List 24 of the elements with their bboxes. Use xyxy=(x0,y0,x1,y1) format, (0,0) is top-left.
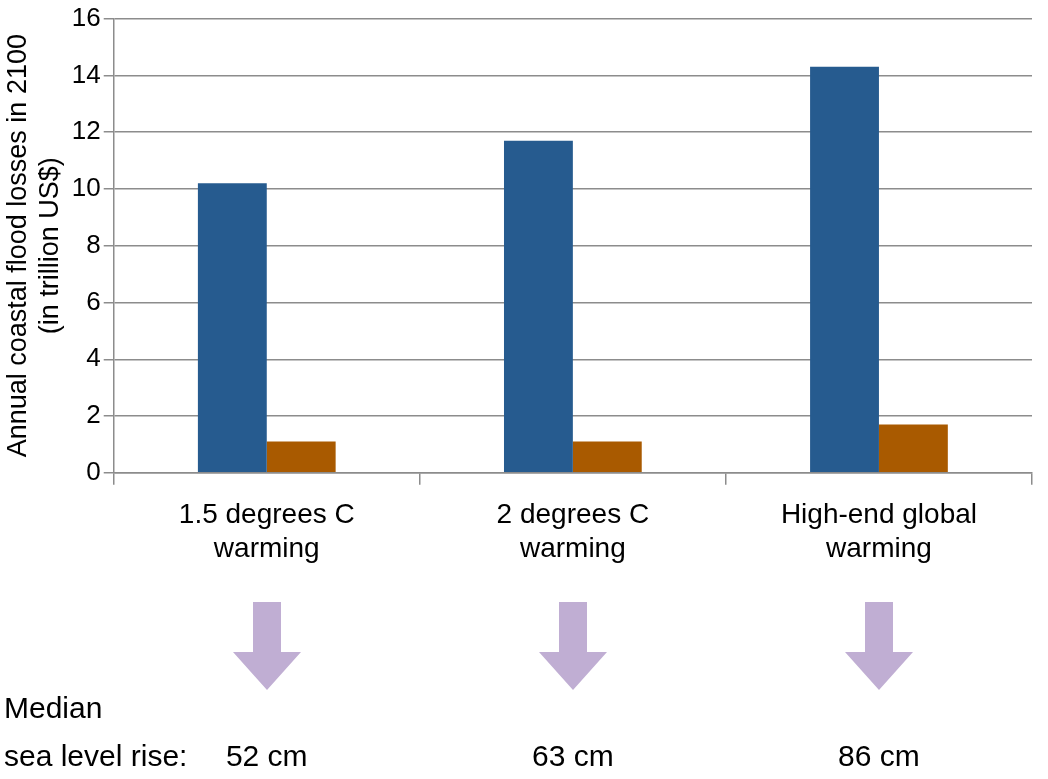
y-tick-label: 8 xyxy=(86,228,101,259)
y-tick-label: 0 xyxy=(86,455,101,486)
y-tick-label: 2 xyxy=(86,399,101,430)
y-tick-label: 10 xyxy=(71,172,101,203)
y-tick-label: 4 xyxy=(86,342,101,373)
text: Median xyxy=(4,690,104,726)
bar xyxy=(197,183,267,473)
text: 63 cm xyxy=(531,738,615,774)
y-tick-label: 16 xyxy=(71,1,101,32)
y-axis-title: Annual coastal flood losses in 2100 (in trillion US$) xyxy=(1,34,65,458)
y-tick-label: 14 xyxy=(71,58,101,89)
y-tick-label: 12 xyxy=(71,115,101,146)
bar xyxy=(878,424,948,473)
y-tick-label: 6 xyxy=(86,285,101,316)
x-tick-label: 2 degrees C warming xyxy=(496,498,650,563)
x-tick-label: 1.5 degrees C warming xyxy=(178,498,355,563)
bar xyxy=(572,441,642,473)
text: sea level rise: xyxy=(4,738,188,774)
text: 86 cm xyxy=(837,738,921,774)
bar xyxy=(810,66,879,473)
bar xyxy=(503,140,573,473)
x-tick-label: High-end global warming xyxy=(780,498,978,563)
text: 52 cm xyxy=(225,739,308,772)
bar xyxy=(266,441,336,473)
